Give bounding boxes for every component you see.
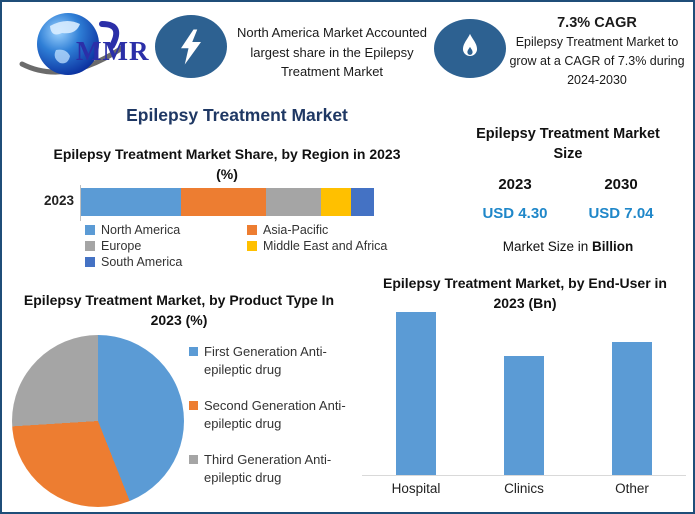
- year-2023-label: 2023: [498, 175, 532, 193]
- region-bar-segment: [180, 188, 266, 216]
- legend-marker-icon: [85, 257, 95, 267]
- value-2030: USD 7.04: [588, 204, 654, 222]
- cagr-text: Epilepsy Treatment Market to grow at a C…: [509, 35, 685, 87]
- enduser-bar-column: [504, 297, 544, 475]
- enduser-chart-title: Epilepsy Treatment Market, by End-User i…: [383, 275, 667, 312]
- region-legend-item: Middle East and Africa: [247, 239, 405, 253]
- market-size-panel: Epilepsy Treatment Market Size 2023 2030…: [462, 124, 674, 254]
- legend-marker-icon: [189, 401, 198, 411]
- globe-icon: [19, 13, 125, 75]
- region-bar: [81, 188, 374, 216]
- legend-label: Europe: [101, 239, 142, 253]
- region-bar-segment: [81, 188, 181, 216]
- region-chart-title: Epilepsy Treatment Market Share, by Regi…: [53, 146, 401, 183]
- legend-label: Second Generation Anti-epileptic drug: [204, 398, 346, 431]
- market-size-title: Epilepsy Treatment Market Size: [476, 126, 660, 163]
- enduser-bar-column: [396, 297, 436, 475]
- region-legend-item: Europe: [85, 239, 247, 253]
- enduser-bar: [396, 311, 436, 475]
- legend-label: First Generation Anti-epileptic drug: [204, 344, 327, 377]
- lightning-icon: [181, 29, 201, 64]
- product-pie-legend: First Generation Anti-epileptic drug Seco…: [189, 343, 357, 505]
- region-bar-segment: [350, 188, 374, 216]
- product-chart-title: Epilepsy Treatment Market, by Product Ty…: [23, 292, 335, 329]
- market-size-years: 2023 2030: [462, 176, 674, 193]
- legend-marker-icon: [247, 241, 257, 251]
- header-highlight-text: North America Market Accounted largest s…: [236, 25, 428, 79]
- enduser-bar-column: [612, 297, 652, 475]
- legend-label: Middle East and Africa: [263, 239, 388, 253]
- region-legend-item: North America: [85, 223, 247, 237]
- market-size-footnote: Market Size in Billion: [462, 239, 674, 254]
- legend-label: Third Generation Anti-epileptic drug: [204, 452, 332, 485]
- pie-legend-item: Third Generation Anti-epileptic drug: [189, 451, 357, 486]
- market-size-values: USD 4.30 USD 7.04: [462, 205, 674, 222]
- legend-label: South America: [101, 255, 183, 269]
- region-legend-item: Asia-Pacific: [247, 223, 405, 237]
- legend-label: North America: [101, 223, 181, 237]
- enduser-plot: [362, 297, 686, 476]
- cagr-title: 7.3% CAGR: [557, 15, 637, 31]
- mmr-logo: MMR: [10, 6, 160, 90]
- enduser-bar-label: Other: [615, 481, 649, 496]
- footnote-prefix: Market Size in: [502, 238, 593, 254]
- region-category-label: 2023: [43, 193, 74, 208]
- legend-marker-icon: [189, 347, 198, 356]
- page-title: Epilepsy Treatment Market: [126, 105, 348, 125]
- pie-legend-item: Second Generation Anti-epileptic drug: [189, 397, 357, 432]
- legend-marker-icon: [85, 241, 95, 251]
- legend-marker-icon: [247, 225, 257, 235]
- legend-marker-icon: [189, 455, 198, 465]
- cagr-block: 7.3% CAGR Epilepsy Treatment Market to g…: [502, 15, 692, 89]
- pie-legend-item: First Generation Anti-epileptic drug: [189, 343, 357, 378]
- enduser-bar: [504, 356, 544, 475]
- region-legend: North America Asia-Pacific Europe Middle Ea…: [85, 223, 405, 269]
- region-legend-item: South America: [85, 255, 247, 269]
- flame-icon: [462, 33, 478, 56]
- legend-marker-icon: [85, 225, 95, 235]
- product-pie: [12, 335, 184, 507]
- region-bar-segment: [265, 188, 322, 216]
- logo-wordmark: MMR: [76, 36, 150, 66]
- region-bar-segment: [321, 188, 351, 216]
- flame-badge: [434, 19, 506, 78]
- year-2030-label: 2030: [604, 175, 638, 193]
- region-axis-line: [80, 185, 81, 221]
- enduser-bar: [612, 341, 652, 475]
- enduser-bar-label: Clinics: [504, 481, 544, 496]
- footnote-bold: Billion: [592, 238, 634, 254]
- value-2023: USD 4.30: [482, 204, 548, 222]
- enduser-bar-label: Hospital: [391, 481, 441, 496]
- lightning-badge: [155, 15, 227, 78]
- legend-label: Asia-Pacific: [263, 223, 329, 237]
- enduser-labels: Hospital Clinics Other: [362, 481, 686, 496]
